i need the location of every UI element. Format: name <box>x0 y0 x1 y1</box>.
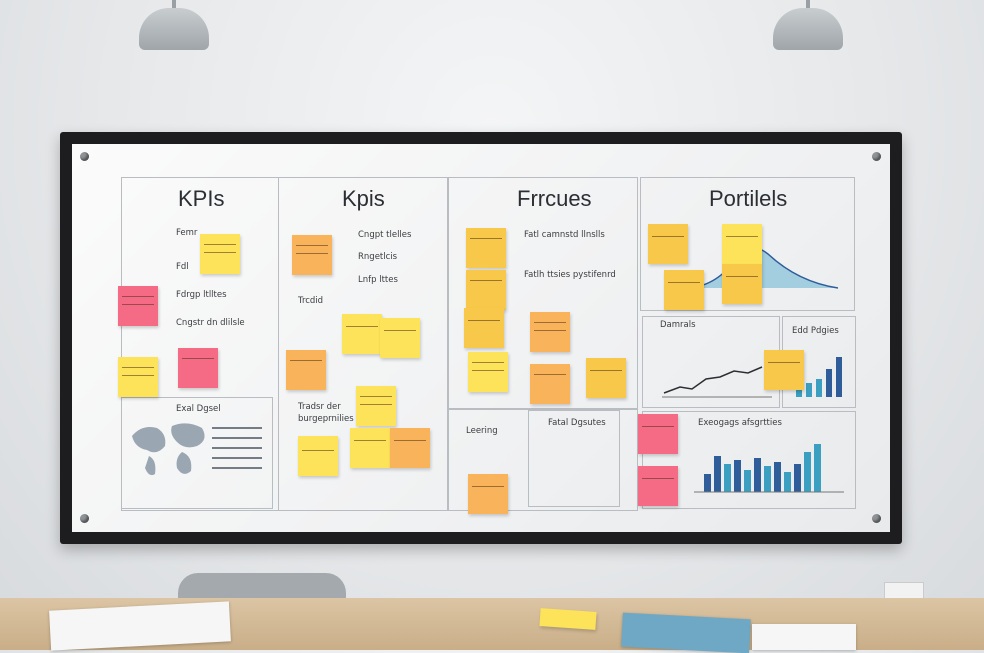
whiteboard-surface: KPIs Femr Fdl Fdrgp ltlltes Cngstr dn dl… <box>72 144 890 532</box>
sticky-note <box>118 357 158 397</box>
sticky-note-on-desk <box>539 608 597 630</box>
map-legend-lines <box>212 427 262 469</box>
sticky-note <box>648 224 688 264</box>
bar-chart-small <box>796 357 842 397</box>
chart-title: Damrals <box>660 320 696 330</box>
bar-chart <box>694 444 844 493</box>
sticky-note <box>722 264 762 304</box>
document-on-desk <box>752 624 856 650</box>
sticky-note <box>178 348 218 388</box>
sticky-note <box>200 234 240 274</box>
sticky-note <box>390 428 430 468</box>
list-item: Cngstr dn dlilsle <box>176 318 245 328</box>
bar-chart-panel <box>642 411 856 509</box>
sticky-note <box>466 270 506 310</box>
ceiling-lamp-right <box>773 0 843 52</box>
sticky-note <box>298 436 338 476</box>
sticky-note <box>286 350 326 390</box>
fatal-panel <box>528 410 620 507</box>
ceiling-lamp-left <box>139 0 209 52</box>
sticky-note <box>466 228 506 268</box>
list-item: Femr <box>176 228 198 238</box>
list-item: Cngpt tlelles <box>358 230 412 240</box>
focus-section <box>448 177 638 409</box>
sticky-note <box>468 352 508 392</box>
pin-icon <box>872 152 881 161</box>
sticky-note <box>638 466 678 506</box>
sticky-note <box>586 358 626 398</box>
sticky-note <box>380 318 420 358</box>
sticky-note <box>292 235 332 275</box>
pin-icon <box>872 514 881 523</box>
sticky-note <box>468 474 508 514</box>
map-label: Exal Dgsel <box>176 404 221 414</box>
focus-lower-panel <box>448 409 638 511</box>
sticky-note <box>118 286 158 326</box>
list-item: Fatlh ttsies pystifenrd <box>524 270 616 280</box>
portfolio-section <box>640 177 855 311</box>
chart-title: Exeogags afsgrtties <box>698 418 782 428</box>
list-item: Leering <box>466 426 498 436</box>
section-title: KPIs <box>178 186 225 211</box>
chart-title: Edd Pdgies <box>792 326 839 336</box>
sticky-note <box>638 414 678 454</box>
distribution-chart <box>688 246 838 289</box>
sticky-note <box>664 270 704 310</box>
pin-icon <box>80 152 89 161</box>
sticky-note <box>530 364 570 404</box>
list-item: Trcdid <box>298 296 324 306</box>
sticky-note <box>464 308 504 348</box>
sticky-note <box>530 312 570 352</box>
map-panel <box>121 397 273 509</box>
section-title: Kpis <box>342 186 385 211</box>
sticky-note <box>722 224 762 264</box>
world-map-icon <box>132 423 205 476</box>
sticky-note <box>350 428 390 468</box>
line-chart <box>662 366 772 398</box>
tablet-on-desk <box>621 612 751 653</box>
list-item: Rngetlcis <box>358 252 398 262</box>
pin-icon <box>80 514 89 523</box>
list-item: Fdl <box>176 262 189 272</box>
panel-title: Fatal Dgsutes <box>548 418 606 428</box>
list-item: Fdrgp ltlltes <box>176 290 227 300</box>
list-item: Tradsr der <box>298 402 341 412</box>
sticky-note <box>342 314 382 354</box>
section-title: Frrcues <box>517 186 592 211</box>
sticky-note <box>356 386 396 426</box>
list-item: Fatl camnstd llnslls <box>524 230 605 240</box>
kpis-section-2 <box>278 177 448 511</box>
sticky-note <box>764 350 804 390</box>
section-title: Portilels <box>709 186 788 211</box>
whiteboard: KPIs Femr Fdl Fdrgp ltlltes Cngstr dn dl… <box>60 132 902 544</box>
list-item: burgeprnilies <box>298 414 354 424</box>
list-item: Lnfp lttes <box>358 275 398 285</box>
